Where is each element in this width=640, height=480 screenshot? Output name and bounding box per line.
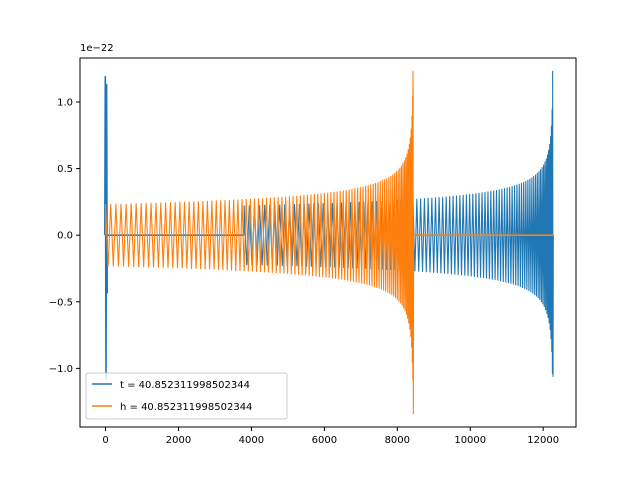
legend-label-t: t = 40.852311998502344 <box>120 380 250 391</box>
series-h <box>104 70 554 415</box>
legend: t = 40.852311998502344 h = 40.8523119985… <box>85 372 288 420</box>
y-tick-label: 0.5 <box>57 164 73 175</box>
plot-area <box>104 70 554 415</box>
series-t <box>104 70 554 380</box>
y-tick-label: −0.5 <box>49 297 73 308</box>
x-tick-label: 12000 <box>527 435 559 446</box>
y-tick-label: 0.0 <box>57 231 73 242</box>
x-tick-label: 6000 <box>312 435 337 446</box>
x-tick-label: 0 <box>102 435 108 446</box>
y-tick-label: 1.0 <box>57 97 73 108</box>
x-tick-label: 10000 <box>454 435 486 446</box>
y-offset-label: 1e−22 <box>80 43 114 54</box>
y-axis: −1.0 −0.5 0.0 0.5 1.0 <box>49 97 80 375</box>
x-axis: 0 2000 4000 6000 8000 10000 12000 <box>102 427 559 446</box>
x-tick-label: 2000 <box>166 435 191 446</box>
axes-frame <box>79 57 577 428</box>
legend-box <box>85 372 288 420</box>
x-tick-label: 8000 <box>385 435 410 446</box>
legend-label-h: h = 40.852311998502344 <box>120 402 252 413</box>
series-line <box>104 70 415 415</box>
y-tick-label: −1.0 <box>49 364 73 375</box>
x-tick-label: 4000 <box>239 435 264 446</box>
